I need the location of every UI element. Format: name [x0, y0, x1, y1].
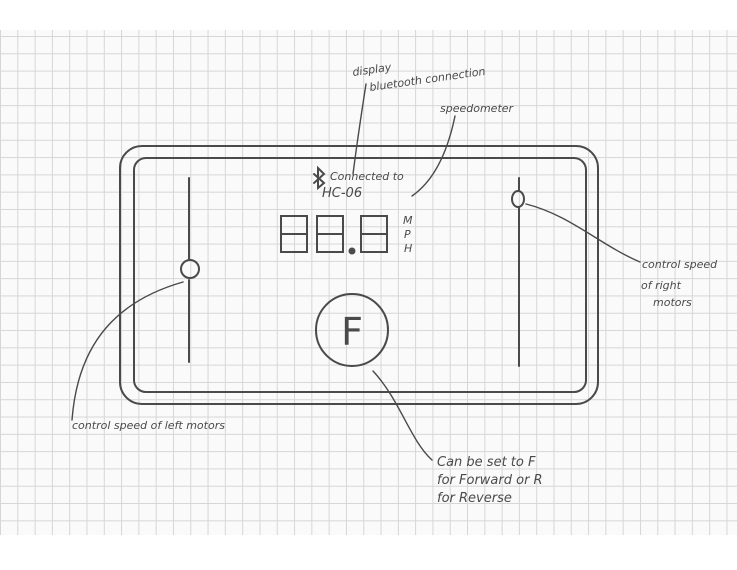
- right-slider-annotation-line2: of right: [641, 279, 682, 292]
- left-slider-leader-line: [71, 281, 184, 421]
- decimal-point: [348, 247, 356, 255]
- device-outer-frame: [119, 145, 599, 405]
- bluetooth-icon: [313, 165, 326, 191]
- direction-annotation-line3: for Reverse: [437, 491, 512, 506]
- direction-annotation-line1: Can be set to F: [437, 455, 536, 470]
- device-screen: [133, 157, 587, 393]
- right-motor-slider[interactable]: [511, 177, 525, 367]
- speed-digit: [316, 215, 344, 253]
- speedometer-annotation: speedometer: [440, 102, 515, 115]
- speed-digit: [360, 215, 388, 253]
- direction-button-label: F: [341, 310, 363, 354]
- graph-paper-background: [0, 30, 737, 535]
- right-slider-knob[interactable]: [511, 190, 525, 208]
- speedometer-leader-line: [411, 115, 456, 197]
- right-slider-leader-line: [525, 203, 641, 263]
- direction-annotation-line2: for Forward or R: [437, 473, 543, 488]
- unit-letter-p: P: [404, 228, 411, 241]
- speedometer-display: [280, 215, 388, 255]
- speed-digit: [280, 215, 308, 253]
- right-slider-annotation-line1: control speed: [642, 258, 718, 271]
- display-annotation-line1: display: [352, 61, 393, 79]
- connected-device-name: HC-06: [322, 186, 362, 201]
- left-slider-knob[interactable]: [180, 259, 200, 279]
- left-motor-slider[interactable]: [180, 177, 200, 363]
- connection-status-label: Connected to: [330, 170, 404, 183]
- direction-leader-line: [372, 370, 433, 461]
- left-slider-annotation: control speed of left motors: [72, 419, 225, 432]
- display-leader-line: [352, 83, 367, 175]
- direction-toggle-button[interactable]: [315, 293, 389, 367]
- unit-letter-h: H: [404, 242, 412, 255]
- unit-letter-m: M: [403, 214, 413, 227]
- right-slider-annotation-line3: motors: [653, 296, 692, 309]
